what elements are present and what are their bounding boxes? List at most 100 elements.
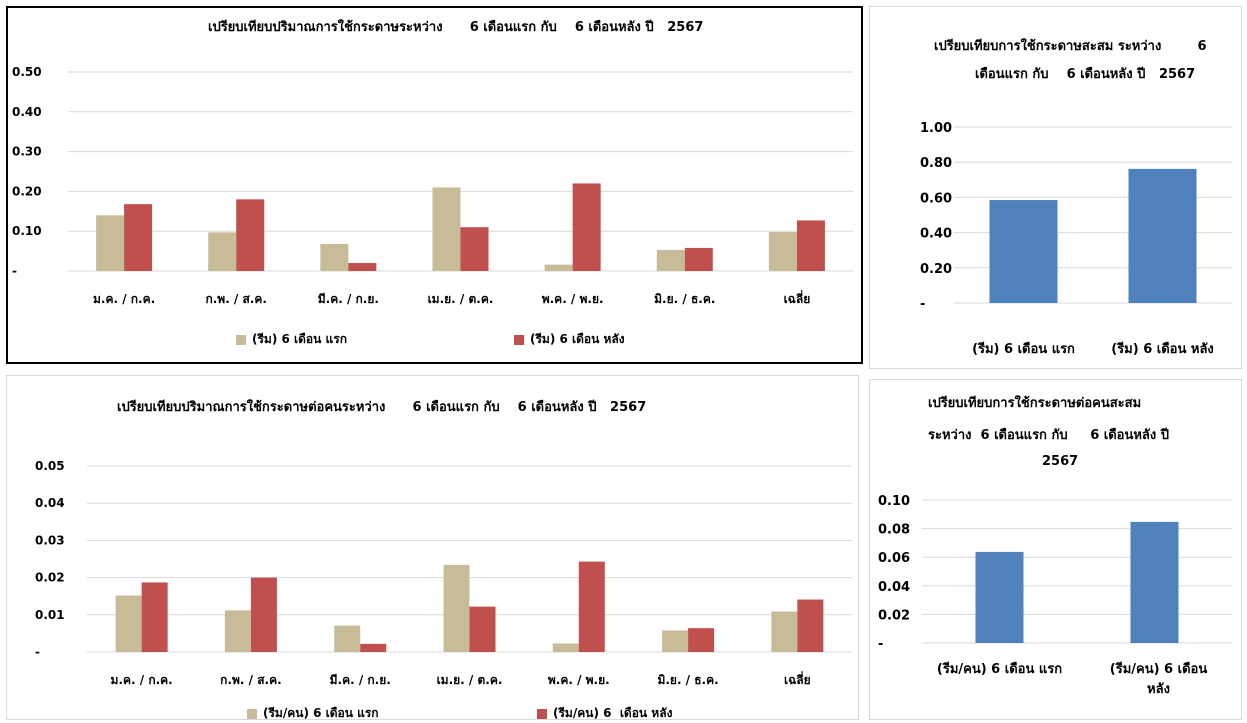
bar: [208, 232, 237, 271]
y-tick-label: 0.40: [920, 227, 952, 242]
bar: [432, 187, 461, 271]
bar: [771, 611, 798, 652]
legend-swatch: [514, 334, 524, 345]
y-tick-label: 0.20: [920, 262, 952, 277]
chart-panel-monthly-per-person: เปรียบเทียบปริมาณการใช้กระดาษต่อคนระหว่า…: [6, 375, 859, 720]
bar: [360, 643, 387, 652]
x-tick-label: ม.ค. / ก.ค.: [111, 673, 173, 687]
y-tick-label: 0.50: [12, 65, 42, 79]
bar: [975, 551, 1024, 643]
legend-label: (รีม) 6 เดือน แรก: [252, 332, 347, 346]
x-tick-label: ก.พ. / ส.ค.: [220, 673, 282, 687]
bar: [796, 220, 825, 271]
chart-title-line-1: เปรียบเทียบการใช้กระดาษสะสม ระหว่าง 6: [934, 39, 1207, 54]
y-tick-label: 0.20: [12, 184, 42, 198]
x-tick-label: เฉลี่ย: [784, 290, 811, 306]
bar: [656, 249, 685, 271]
bar-chart: - 0.01 0.02 0.03 0.04 0.05 ม.ค. / ก.ค. ก.พ. / ส…: [35, 459, 852, 687]
chart-panel-cumulative-per-person: เปรียบเทียบการใช้กระดาษต่อคนสะสม ระหว่าง…: [869, 379, 1242, 720]
legend-label: (รีม/คน) 6 เดือน หลัง: [553, 706, 673, 720]
y-tick-label: -: [35, 645, 40, 659]
legend-swatch: [537, 708, 547, 719]
legend-item-second-half: (รีม/คน) 6 เดือน หลัง: [537, 704, 672, 723]
chart-title: เปรียบเทียบปริมาณการใช้กระดาษระหว่าง 6 เ…: [208, 20, 704, 35]
x-tick-label: เม.ย. / ต.ค.: [437, 673, 503, 687]
x-tick-label: หลัง: [1147, 682, 1170, 697]
chart-title-line-2: ระหว่าง 6 เดือนแรก กับ 6 เดือนหลัง ปี: [928, 428, 1170, 443]
y-tick-label: 0.04: [878, 580, 910, 595]
bar: [1128, 168, 1197, 303]
bar: [460, 227, 489, 271]
legend-swatch: [236, 334, 246, 345]
bar-chart: - 0.02 0.04 0.06 0.08 0.10 (รีม/คน) 6 เดือน แร…: [878, 494, 1232, 697]
chart-title-line-1: เปรียบเทียบการใช้กระดาษต่อคนสะสม: [928, 396, 1142, 411]
x-tick-label: มิ.ย. / ธ.ค.: [654, 292, 715, 306]
chart-title-line-3: 2567: [1042, 454, 1079, 469]
x-tick-label: (รีม/คน) 6 เดือน แรก: [937, 661, 1062, 677]
bar: [236, 199, 265, 271]
y-tick-label: 0.40: [12, 105, 42, 119]
bar: [684, 247, 713, 271]
legend-item-first-half: (รีม) 6 เดือน แรก: [236, 330, 347, 349]
y-tick-label: 0.01: [35, 608, 65, 622]
legend-label: (รีม) 6 เดือน หลัง: [530, 332, 625, 346]
y-tick-label: 0.30: [12, 145, 42, 159]
x-tick-label: (รีม) 6 เดือน หลัง: [1111, 341, 1214, 357]
y-tick-label: -: [920, 297, 925, 312]
x-tick-label: (รีม/คน) 6 เดือน: [1110, 661, 1208, 677]
y-tick-label: 0.10: [878, 494, 910, 509]
chart-panel-cumulative-reams: เปรียบเทียบการใช้กระดาษสะสม ระหว่าง 6 เด…: [869, 6, 1242, 369]
y-tick-label: 0.06: [878, 551, 910, 566]
bar: [141, 582, 168, 652]
bar-chart: - 0.20 0.40 0.60 0.80 1.00 (รีม) 6 เดือน แรก (ร…: [920, 121, 1232, 357]
bar: [250, 577, 277, 652]
legend-swatch: [247, 708, 257, 719]
bar: [96, 215, 125, 271]
bar: [989, 200, 1058, 303]
bar: [334, 625, 361, 652]
bar: [578, 561, 605, 652]
y-tick-label: -: [12, 264, 17, 278]
bar: [469, 606, 496, 652]
x-tick-label: พ.ค. / พ.ย.: [542, 292, 604, 306]
y-tick-label: 0.02: [878, 608, 910, 623]
y-tick-label: 0.10: [12, 224, 42, 238]
legend-item-first-half: (รีม/คน) 6 เดือน แรก: [247, 704, 379, 723]
bar: [572, 183, 601, 271]
bar: [320, 243, 349, 271]
bar: [348, 263, 377, 271]
y-tick-label: 0.80: [920, 156, 952, 171]
bar: [443, 564, 470, 652]
x-tick-label: ม.ค. / ก.ค.: [93, 292, 155, 306]
bar: [115, 595, 142, 652]
legend-item-second-half: (รีม) 6 เดือน หลัง: [514, 330, 625, 349]
bar: [552, 643, 579, 652]
y-tick-label: -: [878, 637, 883, 652]
chart-title: เปรียบเทียบปริมาณการใช้กระดาษต่อคนระหว่า…: [117, 400, 647, 415]
y-tick-label: 0.03: [35, 533, 65, 547]
bar: [224, 610, 251, 652]
x-tick-label: ก.พ. / ส.ค.: [205, 292, 267, 306]
bar: [662, 630, 689, 652]
x-tick-label: มี.ค. / ก.ย.: [330, 673, 391, 687]
x-tick-label: พ.ค. / พ.ย.: [548, 673, 610, 687]
bar-chart: - 0.10 0.20 0.30 0.40 0.50 ม.ค. / ก.ค. ก.พ. / ส…: [12, 65, 853, 306]
bar: [1130, 521, 1179, 643]
x-tick-label: มี.ค. / ก.ย.: [318, 292, 379, 306]
bar: [124, 204, 153, 271]
chart-title-line-2: เดือนแรก กับ 6 เดือนหลัง ปี 2567: [975, 67, 1196, 82]
y-tick-label: 1.00: [920, 121, 952, 136]
x-tick-label: เม.ย. / ต.ค.: [428, 292, 494, 306]
bar: [797, 599, 824, 652]
y-tick-label: 0.08: [878, 523, 910, 538]
y-tick-label: 0.05: [35, 459, 65, 473]
y-tick-label: 0.02: [35, 571, 65, 585]
x-tick-label: (รีม) 6 เดือน แรก: [972, 341, 1075, 357]
bar: [544, 264, 573, 271]
y-tick-label: 0.04: [35, 496, 65, 510]
bar: [688, 628, 715, 652]
y-tick-label: 0.60: [920, 191, 952, 206]
bar: [768, 231, 797, 271]
x-tick-label: มิ.ย. / ธ.ค.: [657, 673, 718, 687]
chart-panel-monthly-reams: เปรียบเทียบปริมาณการใช้กระดาษระหว่าง 6 เ…: [6, 6, 863, 364]
